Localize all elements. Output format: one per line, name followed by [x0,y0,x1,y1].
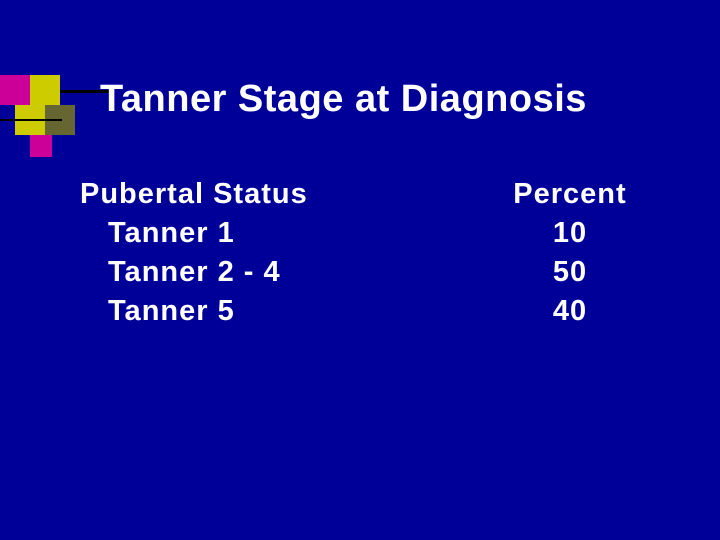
header-left: Pubertal Status [80,175,480,214]
decoration-svg [0,75,115,160]
row-left: Tanner 2 - 4 [80,253,480,292]
table-row: Tanner 5 40 [80,292,660,331]
corner-decoration [0,75,110,165]
slide-title: Tanner Stage at Diagnosis [100,78,587,121]
table-row: Tanner 1 10 [80,214,660,253]
table-header-row: Pubertal Status Percent [80,175,660,214]
content-table: Pubertal Status Percent Tanner 1 10 Tann… [80,175,660,332]
row-right: 40 [480,292,660,331]
row-right: 50 [480,253,660,292]
row-left: Tanner 5 [80,292,480,331]
table-row: Tanner 2 - 4 50 [80,253,660,292]
row-left: Tanner 1 [80,214,480,253]
row-right: 10 [480,214,660,253]
header-right: Percent [480,175,660,214]
